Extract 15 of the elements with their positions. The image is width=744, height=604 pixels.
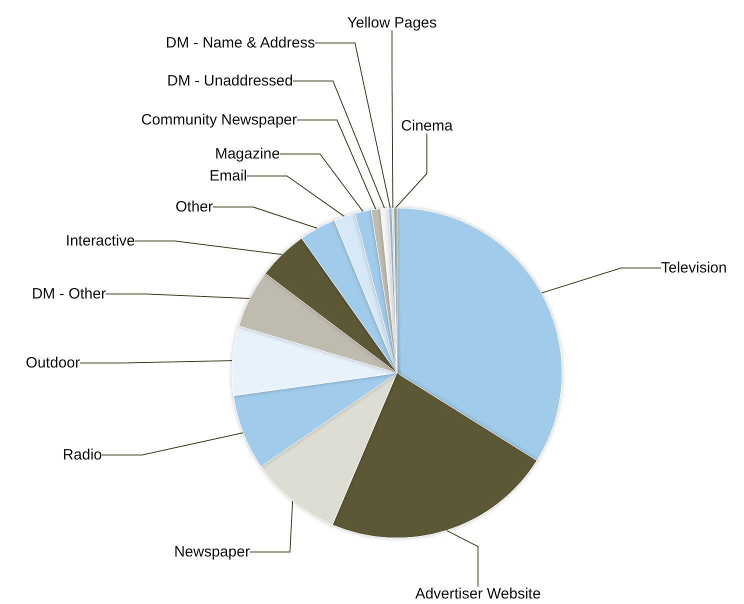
- slice-label: DM - Other: [32, 286, 106, 302]
- slice-label: Cinema: [401, 118, 454, 134]
- slice-label: Advertiser Website: [415, 586, 541, 602]
- slice-label: Television: [661, 260, 727, 276]
- slice-label: Outdoor: [26, 354, 80, 372]
- slice-label: Community Newspaper: [141, 112, 298, 128]
- slice-label: Email: [209, 168, 247, 184]
- slice-label: Radio: [62, 446, 102, 464]
- slice-label: Newspaper: [174, 544, 250, 560]
- slice-label: DM - Name & Address: [166, 34, 315, 52]
- slice-label: Other: [175, 198, 214, 216]
- slice-label: Interactive: [66, 232, 135, 250]
- slice-label: Yellow Pages: [347, 14, 437, 32]
- slice-label: Magazine: [214, 146, 280, 162]
- slice-label: DM - Unaddressed: [167, 72, 293, 90]
